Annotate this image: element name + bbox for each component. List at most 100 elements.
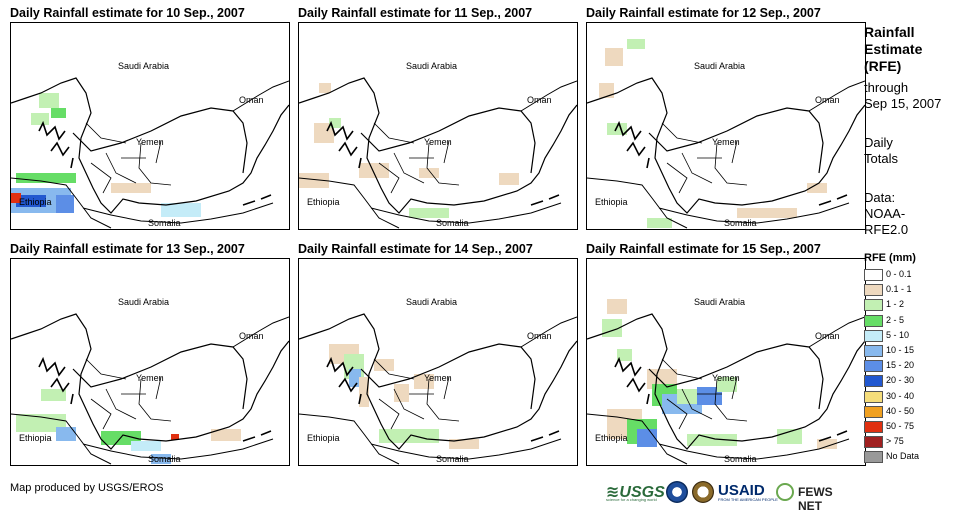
legend-title: RFE (mm) xyxy=(864,252,916,264)
label-ethiopia: Ethiopia xyxy=(19,197,52,207)
rainfall-patch xyxy=(677,389,702,404)
rainfall-patch xyxy=(31,113,49,125)
rainfall-map: Saudi Arabia Oman Yemen Ethiopia Somalia xyxy=(10,22,290,230)
label-saudi-arabia: Saudi Arabia xyxy=(406,297,457,307)
sidebar-title-2: Estimate xyxy=(864,41,923,57)
label-ethiopia: Ethiopia xyxy=(595,197,628,207)
rainfall-patch xyxy=(111,183,151,193)
rainfall-patch xyxy=(11,193,21,203)
fews-net-logo: FEWS NET xyxy=(798,485,833,513)
map-canvas: Saudi Arabia Oman Yemen Ethiopia Somalia xyxy=(587,297,865,465)
label-oman: Oman xyxy=(815,95,840,105)
label-yemen: Yemen xyxy=(424,137,452,147)
rainfall-patch xyxy=(56,427,76,441)
sidebar-data-src1: NOAA- xyxy=(864,206,906,221)
label-somalia: Somalia xyxy=(724,218,757,228)
rainfall-patch xyxy=(394,384,409,402)
rainfall-patch xyxy=(349,369,361,387)
label-ethiopia: Ethiopia xyxy=(307,433,340,443)
map-canvas: Saudi Arabia Oman Yemen Ethiopia Somalia xyxy=(587,39,865,229)
label-oman: Oman xyxy=(527,95,552,105)
label-yemen: Yemen xyxy=(712,373,740,383)
label-oman: Oman xyxy=(239,331,264,341)
rainfall-patch xyxy=(414,374,434,389)
rainfall-patch xyxy=(617,349,632,361)
label-yemen: Yemen xyxy=(136,137,164,147)
legend-label: 15 - 20 xyxy=(886,360,915,371)
label-yemen: Yemen xyxy=(712,137,740,147)
rainfall-patch xyxy=(359,163,389,178)
legend-label: 20 - 30 xyxy=(886,375,915,386)
legend-label: 40 - 50 xyxy=(886,405,915,416)
legend-swatch xyxy=(864,436,883,449)
sidebar-date: Sep 15, 2007 xyxy=(864,96,942,111)
rainfall-patch xyxy=(41,389,66,401)
label-oman: Oman xyxy=(527,331,552,341)
label-saudi-arabia: Saudi Arabia xyxy=(694,61,745,71)
map-canvas: Saudi Arabia Oman Yemen Ethiopia Somalia xyxy=(11,61,289,229)
doi-seal-icon xyxy=(692,481,714,503)
rainfall-patch xyxy=(599,83,614,98)
usaid-tagline: FROM THE AMERICAN PEOPLE xyxy=(718,497,778,502)
legend-swatch xyxy=(864,451,883,464)
rainfall-patch xyxy=(374,359,394,371)
label-ethiopia: Ethiopia xyxy=(307,197,340,207)
rainfall-patch xyxy=(16,173,76,183)
label-ethiopia: Ethiopia xyxy=(19,433,52,443)
rainfall-patch xyxy=(449,439,479,449)
rainfall-patch xyxy=(627,39,645,49)
label-somalia: Somalia xyxy=(436,454,469,464)
label-ethiopia: Ethiopia xyxy=(595,433,628,443)
label-yemen: Yemen xyxy=(424,373,452,383)
usaid-logo: USAID xyxy=(718,482,765,499)
legend-swatch xyxy=(864,360,883,373)
label-somalia: Somalia xyxy=(724,454,757,464)
sidebar-totals: Totals xyxy=(864,151,898,166)
label-saudi-arabia: Saudi Arabia xyxy=(118,61,169,71)
legend-swatch xyxy=(864,390,883,403)
label-saudi-arabia: Saudi Arabia xyxy=(406,61,457,71)
fews-globe-icon xyxy=(776,483,794,501)
legend-swatch xyxy=(864,329,883,342)
rainfall-patch xyxy=(319,83,331,93)
usgs-tagline: science for a changing world xyxy=(606,497,657,502)
legend-swatch xyxy=(864,299,883,312)
map-canvas: Saudi Arabia Oman Yemen Ethiopia Somalia xyxy=(299,297,577,465)
label-saudi-arabia: Saudi Arabia xyxy=(694,297,745,307)
map-canvas: Saudi Arabia Oman Yemen Ethiopia Somalia xyxy=(11,297,289,465)
rainfall-patch xyxy=(419,168,439,178)
panel-title: Daily Rainfall estimate for 13 Sep., 200… xyxy=(10,242,245,256)
rainfall-patch xyxy=(637,429,657,447)
sidebar-data-label: Data: xyxy=(864,190,896,205)
rainfall-patch xyxy=(607,299,627,314)
legend-swatch xyxy=(864,375,883,388)
label-somalia: Somalia xyxy=(148,218,181,228)
rainfall-map: Saudi Arabia Oman Yemen Ethiopia Somalia xyxy=(298,258,578,466)
rainfall-patch xyxy=(56,195,74,213)
rainfall-patch xyxy=(647,218,672,228)
label-somalia: Somalia xyxy=(148,454,181,464)
rainfall-patch xyxy=(379,429,439,443)
rainfall-patch xyxy=(51,108,66,118)
legend-label: No Data xyxy=(886,451,920,462)
label-oman: Oman xyxy=(815,331,840,341)
rainfall-patch xyxy=(687,434,737,446)
map-credit: Map produced by USGS/EROS xyxy=(10,482,164,494)
legend-label: 0 - 0.1 xyxy=(886,269,912,279)
legend-label: 2 - 5 xyxy=(886,314,905,325)
panel-title: Daily Rainfall estimate for 12 Sep., 200… xyxy=(586,6,821,20)
legend-swatch xyxy=(864,284,883,297)
sidebar-daily: Daily xyxy=(864,135,893,150)
legend-label: 30 - 40 xyxy=(886,390,915,401)
logo-strip: ≋USGS science for a changing world USAID… xyxy=(606,480,858,513)
rainfall-patch xyxy=(807,183,827,193)
rainfall-patch xyxy=(817,439,837,449)
panel-title: Daily Rainfall estimate for 15 Sep., 200… xyxy=(586,242,821,256)
panel-title: Daily Rainfall estimate for 10 Sep., 200… xyxy=(10,6,245,20)
label-saudi-arabia: Saudi Arabia xyxy=(118,297,169,307)
panel-title: Daily Rainfall estimate for 11 Sep., 200… xyxy=(298,6,533,20)
legend-label: 10 - 15 xyxy=(886,345,915,355)
rainfall-patch xyxy=(39,93,59,108)
rainfall-patch xyxy=(161,203,201,217)
rainfall-map: Saudi Arabia Oman Yemen Ethiopia Somalia xyxy=(586,22,866,230)
